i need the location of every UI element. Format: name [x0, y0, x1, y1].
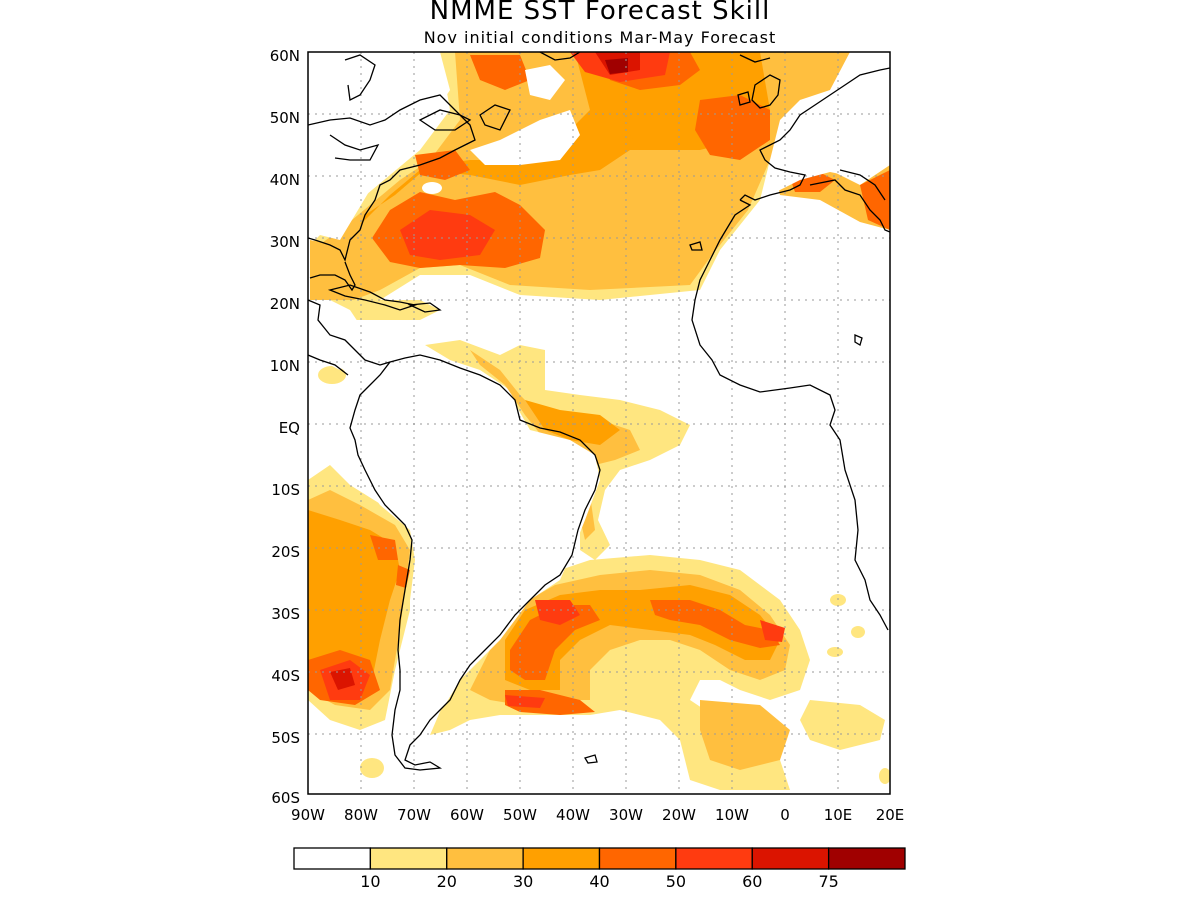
colorbar: 10 20 30 40 50 60 75: [293, 847, 906, 891]
lat-tick-label: 30S: [271, 605, 300, 623]
colorbar-label: 20: [437, 872, 457, 891]
map-subtitle: Nov initial conditions Mar-May Forecast: [423, 28, 777, 47]
lat-tick-label: 30N: [270, 233, 300, 251]
lon-tick-label: 0: [780, 806, 790, 824]
lon-tick-label: 10E: [824, 806, 853, 824]
lat-tick-label: EQ: [279, 419, 300, 437]
lon-tick-label: 20E: [876, 806, 905, 824]
lat-tick-label: 20S: [271, 543, 300, 561]
colorbar-swatch: [293, 847, 372, 870]
colorbar-label: 40: [589, 872, 609, 891]
colorbar-swatch: [598, 847, 677, 870]
lon-tick-label: 60W: [450, 806, 484, 824]
lon-tick-label: 90W: [291, 806, 325, 824]
colorbar-label: 10: [360, 872, 380, 891]
map-title: NMME SST Forecast Skill: [429, 0, 771, 26]
lon-tick-label: 20W: [662, 806, 696, 824]
lat-axis: 60N 50N 40N 30N 20N 10N EQ 10S 20S 30S 4…: [270, 47, 300, 807]
lon-tick-label: 30W: [609, 806, 643, 824]
grid-lines: [308, 52, 890, 794]
lat-tick-label: 20N: [270, 295, 300, 313]
colorbar-label: 60: [742, 872, 762, 891]
lon-tick-label: 10W: [715, 806, 749, 824]
colorbar-label: 50: [666, 872, 686, 891]
lat-tick-label: 10S: [271, 481, 300, 499]
lon-tick-label: 50W: [503, 806, 537, 824]
lon-axis: 90W 80W 70W 60W 50W 40W 30W 20W 10W 0 10…: [291, 806, 904, 824]
colorbar-swatch: [446, 847, 524, 870]
lat-tick-label: 60N: [270, 47, 300, 65]
lat-tick-label: 10N: [270, 357, 300, 375]
map-frame: [307, 51, 891, 795]
coastlines: [308, 52, 890, 771]
colorbar-label: 75: [818, 872, 838, 891]
lat-tick-label: 50N: [270, 109, 300, 127]
colorbar-label: 30: [513, 872, 533, 891]
lat-tick-label: 50S: [271, 729, 300, 747]
lat-tick-label: 60S: [271, 789, 300, 807]
colorbar-swatch: [369, 847, 448, 870]
colorbar-swatch: [675, 847, 753, 870]
lat-tick-label: 40N: [270, 171, 300, 189]
lon-tick-label: 70W: [397, 806, 431, 824]
lon-tick-label: 80W: [344, 806, 378, 824]
lat-tick-label: 40S: [271, 667, 300, 685]
lon-tick-label: 40W: [556, 806, 590, 824]
sst-skill-field: [308, 52, 890, 790]
colorbar-swatch: [522, 847, 601, 870]
colorbar-swatch: [827, 847, 906, 870]
colorbar-swatch: [751, 847, 830, 870]
